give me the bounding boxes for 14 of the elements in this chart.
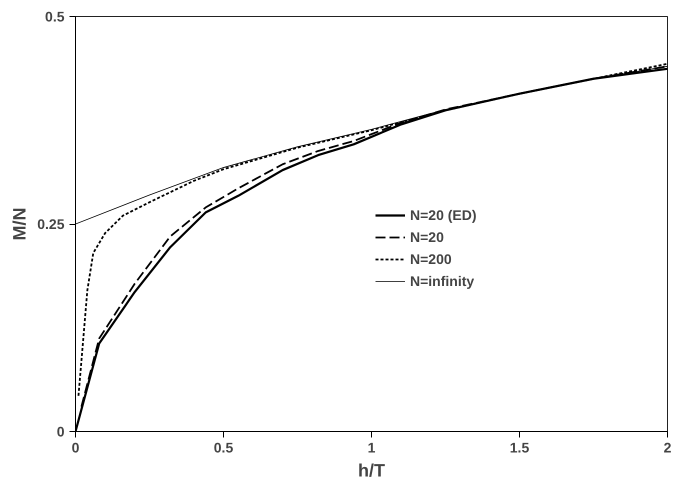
x-tick-label: 2 bbox=[664, 440, 672, 456]
y-tick-label: 0.25 bbox=[37, 216, 65, 232]
x-tick-label: 1 bbox=[368, 440, 376, 456]
y-tick-label: 0.5 bbox=[45, 8, 65, 24]
x-tick-label: 0 bbox=[72, 440, 80, 456]
legend-label: N=20 bbox=[410, 229, 444, 245]
x-tick-label: 0.5 bbox=[214, 440, 234, 456]
legend-label: N=20 (ED) bbox=[410, 207, 477, 223]
y-axis-title: M/N bbox=[9, 207, 30, 240]
y-tick-label: 0 bbox=[56, 424, 65, 440]
x-axis-title: h/T bbox=[358, 460, 386, 480]
legend-label: N=200 bbox=[410, 251, 452, 267]
x-tick-label: 1.5 bbox=[510, 440, 530, 456]
legend-label: N=infinity bbox=[410, 273, 474, 289]
